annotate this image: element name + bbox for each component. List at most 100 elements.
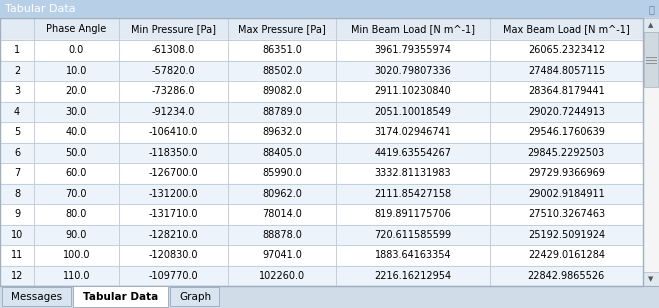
Text: 89632.0: 89632.0 (262, 127, 302, 137)
Text: 5: 5 (14, 127, 20, 137)
Bar (227, 163, 337, 184)
Bar (0, 204, 643, 225)
Text: -131710.0: -131710.0 (148, 209, 198, 219)
Text: 1: 1 (14, 45, 20, 55)
Bar (0, 286, 659, 308)
Bar (119, 18, 227, 40)
Bar (490, 184, 643, 204)
Text: -61308.0: -61308.0 (152, 45, 194, 55)
Text: Max Beam Load [N m^-1]: Max Beam Load [N m^-1] (503, 24, 630, 34)
Bar (0, 40, 643, 60)
Text: -118350.0: -118350.0 (148, 148, 198, 158)
Bar (0, 18, 643, 286)
Text: 3174.02946741: 3174.02946741 (374, 127, 451, 137)
Text: 100.0: 100.0 (63, 250, 90, 260)
Bar (490, 143, 643, 163)
Text: -109770.0: -109770.0 (148, 271, 198, 281)
Bar (34, 163, 119, 184)
Bar (337, 204, 490, 225)
Bar (490, 265, 643, 286)
Text: 10: 10 (11, 230, 23, 240)
Bar (34, 18, 119, 40)
Bar (227, 225, 337, 245)
Text: 3961.79355974: 3961.79355974 (374, 45, 451, 55)
Bar (490, 18, 643, 40)
Bar (337, 184, 490, 204)
Bar (0, 184, 34, 204)
Text: -120830.0: -120830.0 (148, 250, 198, 260)
Text: 22842.9865526: 22842.9865526 (528, 271, 605, 281)
Bar (337, 225, 490, 245)
Text: 22429.0161284: 22429.0161284 (528, 250, 605, 260)
Bar (337, 122, 490, 143)
Text: 40.0: 40.0 (65, 127, 87, 137)
Text: 29020.7244913: 29020.7244913 (528, 107, 605, 117)
Bar (227, 143, 337, 163)
Text: 102260.0: 102260.0 (259, 271, 305, 281)
Bar (119, 81, 227, 102)
Bar (337, 265, 490, 286)
Bar (0, 204, 34, 225)
Bar (119, 143, 227, 163)
Text: 4419.63554267: 4419.63554267 (374, 148, 451, 158)
Bar (0, 225, 643, 245)
Bar (119, 265, 227, 286)
Text: -131200.0: -131200.0 (148, 189, 198, 199)
Bar (34, 204, 119, 225)
Bar (490, 204, 643, 225)
Text: Messages: Messages (11, 291, 63, 302)
Text: 88502.0: 88502.0 (262, 66, 302, 76)
Text: 26065.2323412: 26065.2323412 (528, 45, 605, 55)
Bar (0, 184, 643, 204)
Bar (490, 81, 643, 102)
Text: 70.0: 70.0 (65, 189, 87, 199)
Bar (119, 60, 227, 81)
Bar (0, 18, 643, 40)
Bar (0, 245, 34, 265)
Bar (227, 81, 337, 102)
Text: -106410.0: -106410.0 (148, 127, 198, 137)
Bar (119, 163, 227, 184)
Bar (0, 265, 34, 286)
Bar (337, 102, 490, 122)
Bar (0, 143, 34, 163)
Bar (0, 18, 34, 40)
Bar (227, 265, 337, 286)
Bar (227, 102, 337, 122)
Bar (0, 265, 643, 286)
Bar (490, 122, 643, 143)
Text: 88789.0: 88789.0 (262, 107, 302, 117)
Bar (34, 40, 119, 60)
Bar (0, 0, 659, 18)
Bar (337, 81, 490, 102)
Bar (0, 163, 34, 184)
Text: 1883.64163354: 1883.64163354 (375, 250, 451, 260)
Text: 28364.8179441: 28364.8179441 (528, 86, 605, 96)
Bar (490, 245, 643, 265)
Text: 110.0: 110.0 (63, 271, 90, 281)
Bar (34, 265, 119, 286)
Text: 85990.0: 85990.0 (262, 168, 302, 178)
Bar (490, 163, 643, 184)
Bar (227, 184, 337, 204)
Text: 8: 8 (14, 189, 20, 199)
Text: Graph: Graph (179, 291, 211, 302)
Bar (34, 143, 119, 163)
Bar (0, 18, 643, 286)
Text: 3020.79807336: 3020.79807336 (374, 66, 451, 76)
Text: Max Pressure [Pa]: Max Pressure [Pa] (238, 24, 326, 34)
Bar (34, 245, 119, 265)
Bar (337, 143, 490, 163)
Text: 78014.0: 78014.0 (262, 209, 302, 219)
Bar (490, 225, 643, 245)
Text: 2911.10230840: 2911.10230840 (375, 86, 451, 96)
Bar (227, 204, 337, 225)
Text: ▲: ▲ (648, 22, 654, 28)
Bar (0, 60, 34, 81)
Bar (119, 184, 227, 204)
Text: 97041.0: 97041.0 (262, 250, 302, 260)
Text: 2111.85427158: 2111.85427158 (374, 189, 451, 199)
Text: 50.0: 50.0 (65, 148, 87, 158)
Text: 2216.16212954: 2216.16212954 (374, 271, 451, 281)
Text: 20.0: 20.0 (65, 86, 87, 96)
